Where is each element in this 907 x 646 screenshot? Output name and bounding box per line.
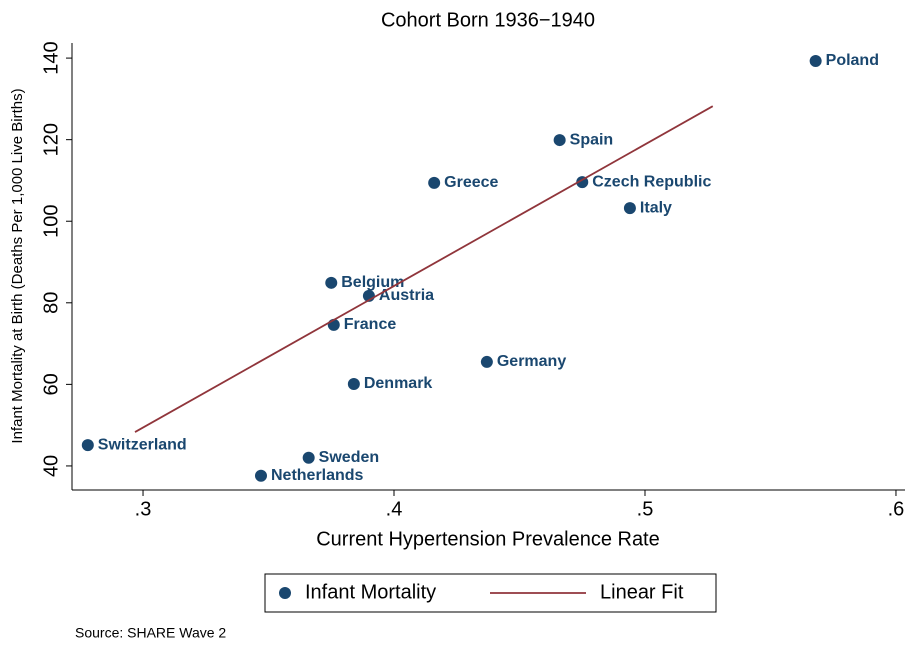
point-label: Spain (570, 131, 614, 148)
point (623, 202, 636, 215)
point-label: France (344, 316, 397, 333)
x-tick-label: .5 (637, 498, 654, 520)
point (553, 134, 566, 147)
point-label: Czech Republic (592, 173, 711, 190)
point-label: Netherlands (271, 467, 364, 484)
point-label: Belgium (341, 274, 404, 291)
x-axis-title: Current Hypertension Prevalence Rate (316, 528, 660, 550)
y-tick-label: 140 (40, 41, 62, 74)
point (302, 451, 315, 464)
y-tick-label: 100 (40, 205, 62, 238)
point-label: Switzerland (98, 436, 187, 453)
x-tick-label: .6 (888, 498, 905, 520)
point-label: Germany (497, 353, 566, 370)
y-tick-label: 80 (40, 292, 62, 314)
point (347, 377, 360, 390)
point (809, 54, 822, 67)
x-tick-label: .4 (386, 498, 403, 520)
y-tick-label: 40 (40, 455, 62, 477)
point-label: Poland (826, 52, 879, 69)
legend-marker (279, 587, 291, 599)
point-label: Italy (640, 199, 672, 216)
point-label: Sweden (319, 449, 379, 466)
y-axis-title: Infant Mortality at Birth (Deaths Per 1,… (9, 88, 26, 443)
chart-title: Cohort Born 1936−1940 (381, 9, 595, 31)
legend-label: Linear Fit (600, 581, 684, 603)
point-label: Denmark (364, 375, 433, 392)
point-label: Greece (444, 174, 498, 191)
point (428, 176, 441, 189)
point (480, 355, 493, 368)
legend-label: Infant Mortality (305, 581, 436, 603)
y-tick-label: 120 (40, 123, 62, 156)
fit-line (134, 105, 714, 433)
point (325, 276, 338, 289)
point (81, 439, 94, 452)
point-label: Austria (379, 287, 434, 304)
point (254, 469, 267, 482)
y-tick-label: 60 (40, 373, 62, 395)
source-note: Source: SHARE Wave 2 (75, 625, 226, 641)
x-tick-label: .3 (135, 498, 152, 520)
